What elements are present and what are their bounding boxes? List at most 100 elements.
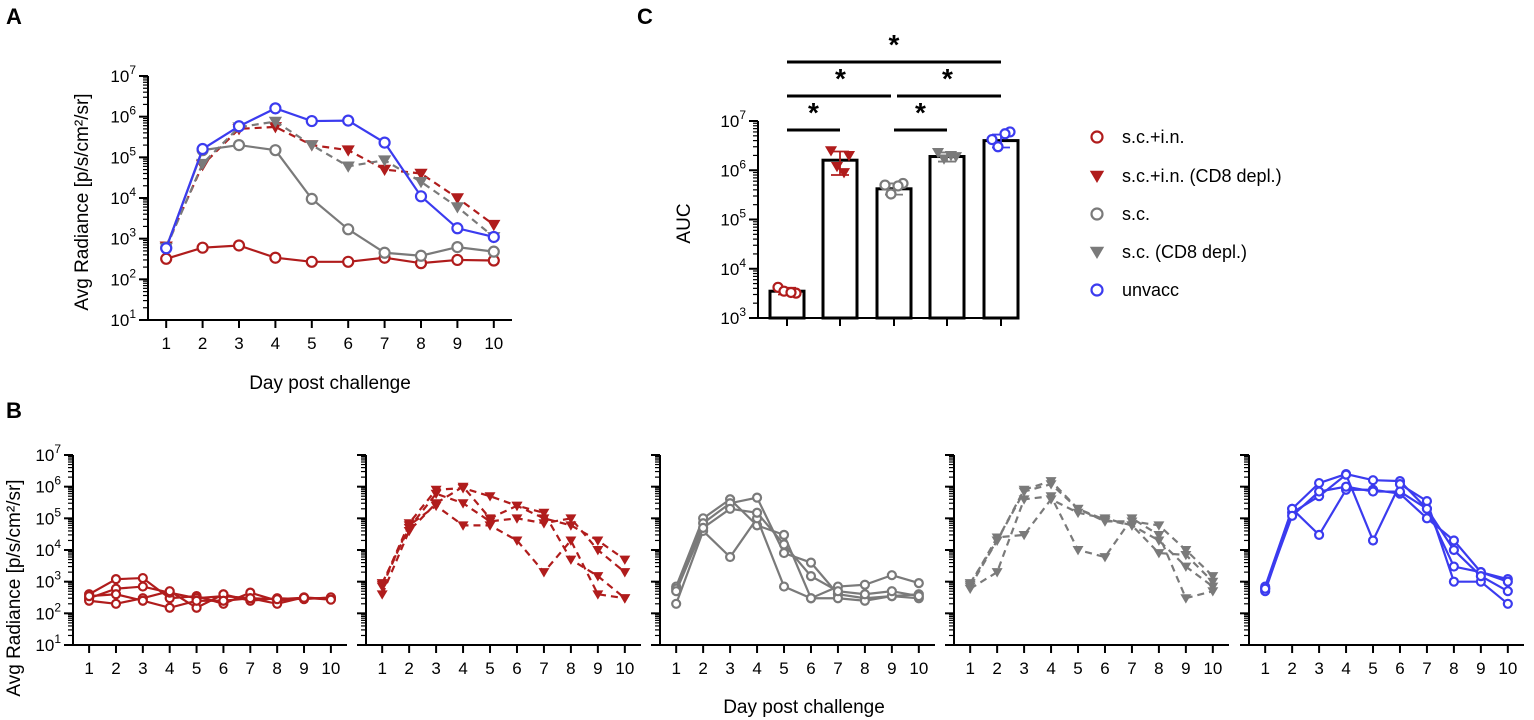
x-tick-label: 4 [1046,659,1055,678]
legend-entry: s.c. (CD8 depl.) [1089,242,1247,262]
x-tick-label: 5 [485,659,494,678]
legend-entry: s.c. [1090,204,1150,224]
y-axis-title: Avg Radiance [p/s/cm²/sr] [72,93,93,310]
series-line [1264,485,1509,593]
data-point [1448,576,1460,587]
data-point [342,255,355,268]
x-tick-label: 3 [234,334,243,353]
series-line [89,593,331,609]
data-point [403,523,415,534]
data-point [538,568,550,578]
data-point [964,579,976,589]
animal-curve [1260,481,1513,597]
x-tick-label: 7 [380,334,389,353]
data-point [232,239,246,252]
data-point [1367,486,1379,497]
data-point [565,555,577,565]
x-tick-label: 2 [111,659,120,678]
data-point [377,155,392,167]
legend-label: s.c. (CD8 depl.) [1122,242,1247,262]
x-tick-label: 1 [1260,659,1269,678]
data-point [376,590,388,600]
y-tick-label: 103 [110,226,136,249]
data-point [414,177,428,189]
data-point [137,572,148,584]
data-point [305,114,318,128]
animal-curve [671,494,924,604]
significance-bracket: * [894,97,947,132]
auc-point [986,133,998,146]
significance-star: * [915,97,926,128]
data-point [859,589,871,600]
data-point [451,241,464,254]
data-point [414,168,428,180]
data-point [1313,529,1325,540]
y-tick-label: 103 [720,305,746,328]
series-1 [159,122,501,253]
data-point [341,161,355,173]
data-point [1153,549,1165,559]
data-point [592,546,604,556]
data-point [832,586,844,597]
x-tick-label: 4 [271,334,280,353]
tick-base: 10 [110,108,129,127]
animal-curve [671,503,924,602]
bar [875,187,913,320]
data-point [232,120,246,133]
data-point [1394,486,1406,497]
data-point [430,501,442,512]
x-tick-label: 6 [512,659,521,678]
tick-base: 10 [35,573,54,592]
data-point [164,586,175,597]
x-tick-label: 10 [1498,659,1517,678]
tick-exponent: 3 [129,226,136,240]
tick-exponent: 7 [129,63,136,77]
y-tick-label: 104 [35,537,61,560]
data-point [805,570,817,582]
data-point [450,193,465,205]
x-tick-label: 8 [416,334,425,353]
x-tick-label: 1 [965,659,974,678]
legend-label: s.c.+i.n. [1122,127,1185,147]
x-tick-label: 7 [539,659,548,678]
tick-base: 10 [720,260,739,279]
x-tick-label: 9 [1181,659,1190,678]
series-line [1264,488,1509,590]
tick-exponent: 6 [129,104,136,118]
y-tick-label: 107 [110,63,136,86]
data-point [1099,553,1111,563]
x-axis-title: Day post challenge [249,373,411,394]
data-point [698,522,709,533]
data-point [195,158,210,171]
x-tick-label: 2 [992,659,1001,678]
legend-label: s.c. [1122,204,1150,224]
x-tick-label: 4 [1341,659,1350,678]
data-point [751,492,763,503]
data-point [671,598,682,609]
subplot-4: 1 2 3 4 5 6 7 8 9 10 [1240,454,1524,678]
data-point [1448,561,1460,572]
tick-exponent: 3 [54,569,61,583]
data-point [487,219,501,232]
animal-curve [964,477,1219,592]
data-point [430,489,442,500]
data-point [1367,475,1379,486]
series-line [969,479,1214,588]
data-point [1421,513,1433,524]
y-tick-label: 104 [110,185,136,208]
data-point [1180,594,1192,604]
panel-letter-b: B [6,398,22,423]
tick-base: 10 [110,67,129,86]
legend-marker [1090,207,1104,221]
data-point [378,246,391,259]
series-3 [159,116,501,255]
x-tick-label: 8 [860,659,869,678]
data-point [1018,495,1030,505]
series-line [165,107,495,249]
tick-exponent: 4 [129,185,136,199]
data-point [1502,586,1513,597]
data-point [805,593,817,604]
